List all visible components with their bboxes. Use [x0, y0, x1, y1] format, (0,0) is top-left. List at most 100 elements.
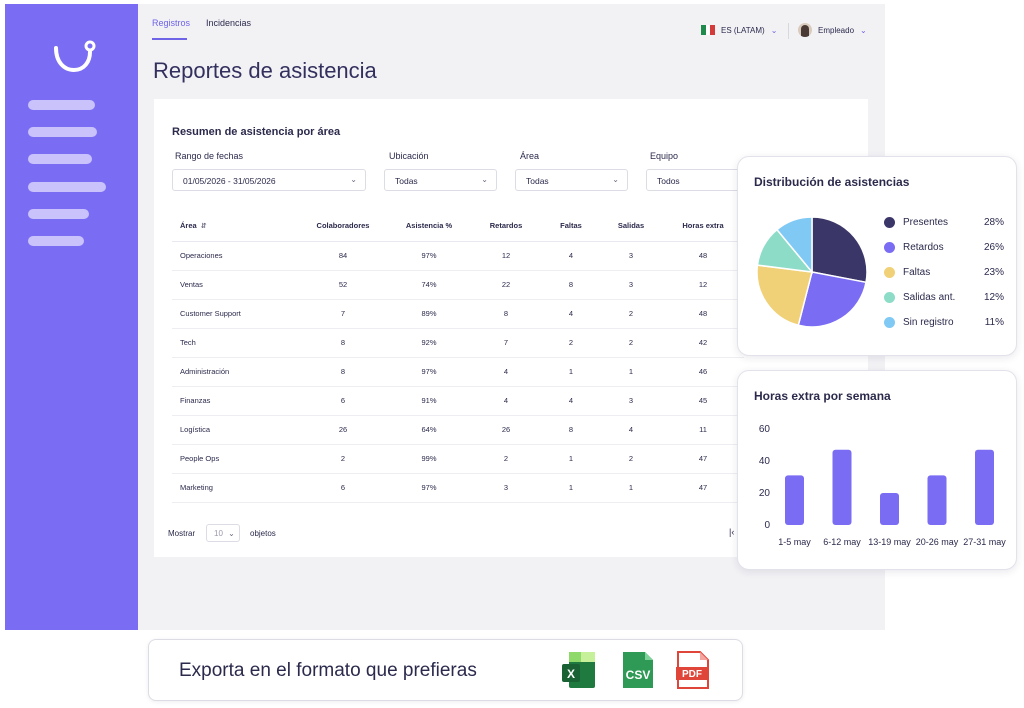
table-row[interactable]: Logística 26 64% 26 8 4 11 — [172, 415, 744, 445]
csv-icon[interactable]: CSV — [619, 650, 655, 690]
location-select[interactable]: Todas ⌄ — [384, 169, 497, 191]
legend-dot-icon — [884, 242, 895, 253]
table-row[interactable]: Customer Support 7 89% 8 4 2 48 — [172, 299, 744, 329]
legend-value: 26% — [983, 242, 1004, 253]
legend-label: Sin registro — [903, 317, 954, 328]
legend-label: Retardos — [903, 242, 944, 253]
sidebar-item-1[interactable] — [28, 100, 95, 110]
cell-attendance: 89% — [388, 299, 470, 329]
cell-delays: 22 — [470, 270, 542, 300]
date-range-label: Rango de fechas — [175, 151, 244, 161]
excel-icon[interactable]: X — [561, 650, 597, 690]
per-page-value: 10 — [214, 529, 223, 538]
legend-item: Retardos 26% — [884, 242, 1004, 253]
cell-delays: 4 — [470, 386, 542, 416]
user-menu[interactable]: Empleado ⌄ — [798, 23, 867, 37]
tab-incidencias[interactable]: Incidencias — [206, 18, 252, 28]
pie-slice — [811, 216, 868, 284]
table-row[interactable]: Finanzas 6 91% 4 4 3 45 — [172, 386, 744, 416]
cell-exits: 3 — [600, 241, 662, 271]
cell-overtime: 47 — [662, 444, 744, 474]
chevron-down-icon: ⌄ — [481, 175, 488, 184]
cell-exits: 2 — [600, 444, 662, 474]
avatar — [798, 23, 812, 37]
sidebar-item-6[interactable] — [28, 236, 84, 246]
card-title: Resumen de asistencia por área — [172, 126, 341, 138]
pie-slice — [756, 264, 813, 327]
table-header-row: Área ⇵ Colaboradores Asistencia % Retardo… — [172, 211, 744, 242]
user-label: Empleado — [818, 25, 855, 35]
table-row[interactable]: Administración 8 97% 4 1 1 46 — [172, 357, 744, 387]
cell-area: Administración — [172, 357, 298, 387]
cell-exits: 1 — [600, 473, 662, 503]
legend-label: Faltas — [903, 267, 931, 278]
column-header-exits: Salidas — [600, 211, 662, 242]
cell-absences: 4 — [542, 299, 600, 329]
cell-absences: 8 — [542, 415, 600, 445]
column-header-area[interactable]: Área ⇵ — [172, 211, 298, 242]
legend-dot-icon — [884, 217, 895, 228]
distribution-title: Distribución de asistencias — [754, 175, 910, 189]
table-row[interactable]: Ventas 52 74% 22 8 3 12 — [172, 270, 744, 300]
cell-exits: 2 — [600, 299, 662, 329]
cell-overtime: 12 — [662, 270, 744, 300]
cell-collaborators: 8 — [298, 357, 388, 387]
cell-absences: 1 — [542, 357, 600, 387]
first-page-icon[interactable]: |‹ — [729, 527, 735, 537]
cell-overtime: 45 — [662, 386, 744, 416]
pie-slice — [797, 271, 867, 328]
chevron-down-icon: ⌄ — [770, 25, 778, 35]
table-row[interactable]: Marketing 6 97% 3 1 1 47 — [172, 473, 744, 503]
column-header-attendance: Asistencia % — [388, 211, 470, 242]
pdf-label: PDF — [682, 669, 702, 680]
cell-collaborators: 2 — [298, 444, 388, 474]
cell-area: Ventas — [172, 270, 298, 300]
sidebar-item-5[interactable] — [28, 209, 89, 219]
per-page-select[interactable]: 10 ⌄ — [206, 524, 240, 542]
cell-attendance: 64% — [388, 415, 470, 445]
location-label: Ubicación — [389, 151, 429, 161]
table-row[interactable]: People Ops 2 99% 2 1 2 47 — [172, 444, 744, 474]
cell-overtime: 47 — [662, 473, 744, 503]
legend-dot-icon — [884, 267, 895, 278]
date-range-select[interactable]: 01/05/2026 - 31/05/2026 ⌄ — [172, 169, 366, 191]
cell-overtime: 11 — [662, 415, 744, 445]
column-header-collaborators: Colaboradores — [298, 211, 388, 242]
area-select[interactable]: Todas ⌄ — [515, 169, 628, 191]
cell-overtime: 48 — [662, 299, 744, 329]
cell-area: People Ops — [172, 444, 298, 474]
active-tab-indicator — [152, 38, 187, 40]
x-tick-label: 13-19 may — [868, 537, 911, 547]
cell-collaborators: 84 — [298, 241, 388, 271]
sort-icon[interactable]: ⇵ — [200, 223, 207, 231]
overtime-bar-chart: 0 20 40 60 1-5 may 6-12 may 13-19 may 20-26 may… — [759, 424, 1006, 547]
app-logo-icon[interactable] — [52, 40, 96, 76]
table-row[interactable]: Operaciones 84 97% 12 4 3 48 — [172, 241, 744, 271]
cell-absences: 4 — [542, 241, 600, 271]
sidebar-item-3[interactable] — [28, 154, 92, 164]
export-text: Exporta en el formato que prefieras — [179, 660, 477, 681]
attendance-table: Área ⇵ Colaboradores Asistencia % Retardo… — [172, 211, 744, 503]
x-tick-label: 1-5 may — [778, 537, 811, 547]
cell-area: Logística — [172, 415, 298, 445]
page-title: Reportes de asistencia — [153, 58, 377, 83]
cell-area: Tech — [172, 328, 298, 358]
cell-collaborators: 8 — [298, 328, 388, 358]
y-tick-label: 0 — [764, 520, 770, 531]
pdf-icon[interactable]: PDF — [674, 650, 710, 690]
language-selector[interactable]: ES (LATAM) ⌄ — [701, 25, 777, 35]
objects-label: objetos — [250, 529, 276, 538]
cell-attendance: 91% — [388, 386, 470, 416]
sidebar-item-4[interactable] — [28, 182, 106, 192]
cell-absences: 2 — [542, 328, 600, 358]
cell-area: Marketing — [172, 473, 298, 503]
sidebar-item-2[interactable] — [28, 127, 97, 137]
tab-registros[interactable]: Registros — [152, 18, 191, 28]
cell-area: Customer Support — [172, 299, 298, 329]
cell-delays: 12 — [470, 241, 542, 271]
table-row[interactable]: Tech 8 92% 7 2 2 42 — [172, 328, 744, 358]
cell-attendance: 97% — [388, 241, 470, 271]
team-value: Todos — [657, 176, 680, 186]
date-range-value: 01/05/2026 - 31/05/2026 — [183, 176, 276, 186]
y-tick-label: 20 — [759, 488, 771, 499]
